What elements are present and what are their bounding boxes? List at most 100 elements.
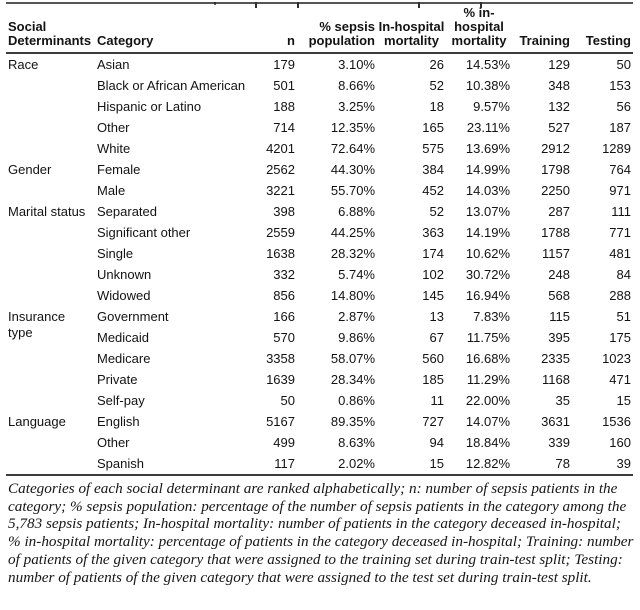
cell-pct-mortality: 13.07%: [465, 203, 510, 219]
table-row: Hispanic or Latino 188 3.25% 18 9.57% 132 56: [6, 96, 633, 117]
cell-category: Significant other: [97, 224, 191, 240]
cell-pct-sepsis: 14.80%: [330, 287, 375, 303]
cell-testing: 160: [609, 434, 631, 450]
cell-n: 4201: [266, 140, 295, 156]
cell-training: 2912: [541, 140, 570, 156]
cell-category: Female: [97, 161, 141, 177]
cell-pct-sepsis: 3.10%: [338, 56, 375, 72]
cell-pct-sepsis: 72.64%: [330, 140, 375, 156]
cell-mortality: 18: [429, 98, 444, 114]
table-row: Spanish 117 2.02% 15 12.82% 78 39: [6, 453, 633, 475]
determinant-label: Race: [8, 56, 39, 72]
cropped-text-fragment: [480, 2, 482, 8]
cell-pct-mortality: 10.62%: [465, 245, 510, 261]
table-row: Significant other 2559 44.25% 363 14.19% 1788…: [6, 222, 633, 243]
cell-category: Single: [97, 245, 134, 261]
table-header: Social Determinants Category n % sepsis …: [6, 3, 633, 53]
cell-pct-mortality: 9.57%: [473, 98, 510, 114]
cell-testing: 481: [609, 245, 631, 261]
cell-mortality: 363: [422, 224, 444, 240]
cell-testing: 15: [616, 392, 631, 408]
cell-n: 714: [273, 119, 295, 135]
cell-category: White: [97, 140, 131, 156]
cell-pct-sepsis: 0.86%: [338, 392, 375, 408]
table-row: Unknown 332 5.74% 102 30.72% 248 84: [6, 264, 633, 285]
cell-pct-sepsis: 28.32%: [330, 245, 375, 261]
cell-testing: 471: [609, 371, 631, 387]
cell-mortality: 15: [429, 455, 444, 471]
cell-training: 2250: [541, 182, 570, 198]
cell-mortality: 165: [422, 119, 444, 135]
cell-category: Widowed: [97, 287, 151, 303]
table-row: Other 499 8.63% 94 18.84% 339 160: [6, 432, 633, 453]
cell-training: 1788: [541, 224, 570, 240]
cropped-text-fragment: [214, 2, 216, 5]
cell-n: 2559: [266, 224, 295, 240]
cell-n: 2562: [266, 161, 295, 177]
cell-pct-sepsis: 8.66%: [338, 77, 375, 93]
cell-pct-mortality: 11.29%: [466, 371, 510, 387]
cell-n: 3358: [266, 350, 295, 366]
cell-n: 499: [273, 434, 295, 450]
cell-pct-mortality: 23.11%: [466, 119, 510, 135]
cell-n: 179: [273, 56, 295, 72]
table-body: Race Asian 179 3.10% 26 14.53% 129 50 Black or A…: [6, 53, 633, 475]
table-row: Marital status Separated 398 6.88% 52 13.07% 2…: [6, 201, 633, 222]
cell-training: 78: [555, 455, 570, 471]
cell-mortality: 11: [430, 392, 445, 408]
cell-pct-mortality: 14.19%: [465, 224, 510, 240]
cell-category: English: [97, 413, 140, 429]
cell-training: 1798: [541, 161, 570, 177]
table-row: Single 1638 28.32% 174 10.62% 1157 481: [6, 243, 633, 264]
table-row: Private 1639 28.34% 185 11.29% 1168 471: [6, 369, 633, 390]
cell-n: 570: [273, 329, 295, 345]
social-determinants-table: Social Determinants Category n % sepsis …: [6, 2, 633, 476]
cropped-text-fragment: [297, 2, 299, 8]
table-row: Race Asian 179 3.10% 26 14.53% 129 50: [6, 53, 633, 75]
cell-testing: 39: [616, 455, 631, 471]
cell-training: 339: [548, 434, 570, 450]
cell-category: Other: [97, 434, 130, 450]
cell-testing: 1536: [602, 413, 631, 429]
cell-category: Male: [97, 182, 126, 198]
cell-n: 166: [273, 308, 295, 324]
table-row: Medicaid 570 9.86% 67 11.75% 395 175: [6, 327, 633, 348]
cell-pct-mortality: 12.82%: [465, 455, 510, 471]
cell-mortality: 145: [422, 287, 444, 303]
cell-testing: 50: [616, 56, 631, 72]
cell-pct-sepsis: 9.86%: [338, 329, 375, 345]
cell-mortality: 174: [422, 245, 444, 261]
cell-mortality: 575: [422, 140, 444, 156]
cell-pct-sepsis: 5.74%: [338, 266, 375, 282]
cell-testing: 1289: [602, 140, 631, 156]
header-pct-sepsis: % sepsis population: [308, 19, 375, 48]
cell-testing: 971: [609, 182, 631, 198]
cell-training: 527: [548, 119, 570, 135]
cell-category: Separated: [97, 203, 157, 219]
cell-category: Government: [97, 308, 169, 324]
cell-mortality: 67: [429, 329, 444, 345]
cell-pct-sepsis: 2.87%: [338, 308, 375, 324]
cell-training: 2335: [541, 350, 570, 366]
cell-pct-sepsis: 6.88%: [338, 203, 375, 219]
cell-category: Asian: [97, 56, 130, 72]
cell-category: Private: [97, 371, 138, 387]
cell-training: 115: [549, 308, 570, 324]
cell-mortality: 102: [422, 266, 444, 282]
table-footnote: Categories of each social determinant ar…: [8, 480, 634, 586]
header-in-hospital-mortality: In-hospital mortality: [378, 19, 445, 48]
cell-n: 1638: [266, 245, 295, 261]
cell-mortality: 384: [422, 161, 444, 177]
cell-testing: 187: [609, 119, 631, 135]
cell-pct-mortality: 14.53%: [465, 56, 510, 72]
cell-category: Unknown: [97, 266, 152, 282]
cell-n: 117: [274, 455, 295, 471]
cell-n: 1639: [266, 371, 295, 387]
cell-testing: 1023: [602, 350, 631, 366]
cell-pct-sepsis: 28.34%: [330, 371, 375, 387]
table-row: Medicare 3358 58.07% 560 16.68% 2335 1023: [6, 348, 633, 369]
cell-training: 35: [555, 392, 570, 408]
cell-n: 332: [273, 266, 295, 282]
cell-pct-mortality: 7.83%: [473, 308, 510, 324]
cell-category: Black or African American: [97, 77, 246, 93]
